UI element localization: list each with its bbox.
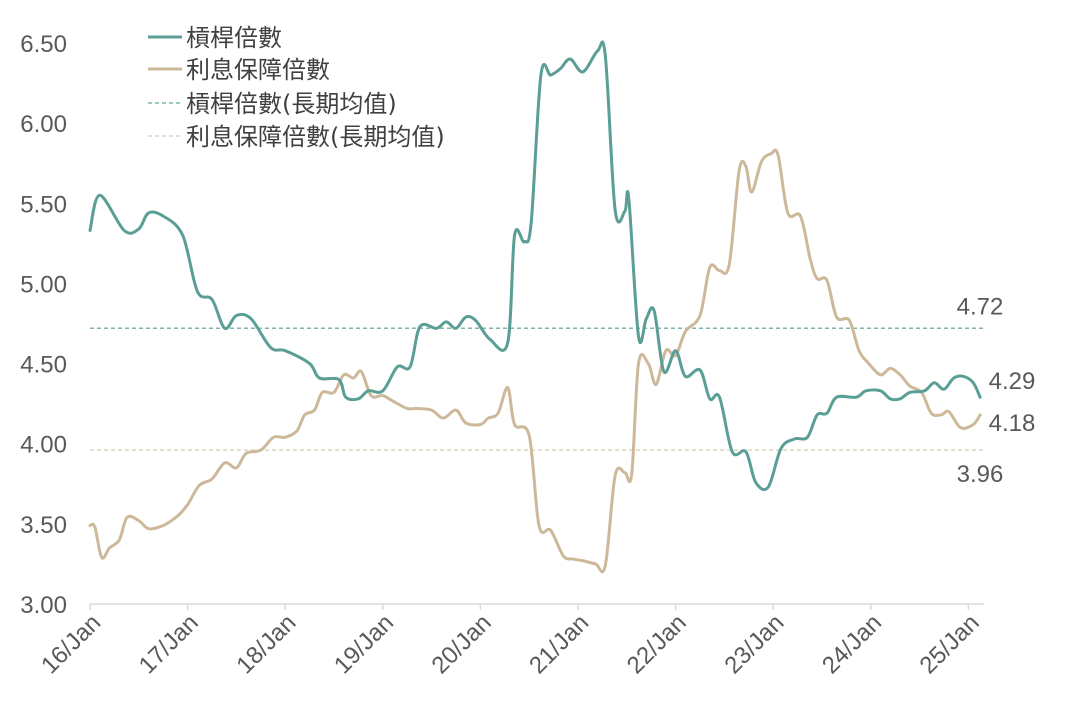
x-tick-label: 17/Jan [134,609,204,679]
legend-item-leverage-avg: 槓桿倍數(長期均值) [148,90,397,118]
x-tick-label: 22/Jan [622,609,692,679]
y-tick-label: 4.50 [20,352,67,379]
leverage-series-line [88,40,982,491]
interest-coverage-avg-value-label: 3.96 [957,461,1004,488]
x-axis: 16/Jan 17/Jan 18/Jan 19/Jan 20/Jan 21/Jan 22/J… [36,603,985,679]
value-labels: 4.72 3.96 4.18 4.29 [957,293,1036,488]
interest-coverage-series-line [88,148,982,574]
leverage-end-label: 4.29 [989,368,1036,395]
x-tick-label: 23/Jan [719,609,789,679]
x-tick-label: 16/Jan [36,609,106,679]
x-tick-label: 19/Jan [329,609,399,679]
legend-item-interest-coverage: 利息保障倍數 [148,56,330,84]
x-tick-label: 21/Jan [524,609,594,679]
legend-label: 利息保障倍數 [186,56,330,84]
legend-item-interest-coverage-avg: 利息保障倍數(長期均值) [148,123,445,151]
y-tick-label: 3.50 [20,512,67,539]
y-tick-label: 6.50 [20,31,67,58]
legend-label: 槓桿倍數 [186,24,282,52]
x-tick-label: 25/Jan [915,609,985,679]
y-tick-label: 4.00 [20,432,67,459]
y-tick-label: 5.50 [20,191,67,218]
x-tick-label: 24/Jan [817,609,887,679]
x-tick-label: 18/Jan [231,609,301,679]
average-lines [90,327,984,451]
leverage-avg-value-label: 4.72 [957,293,1004,320]
x-tick-label: 20/Jan [427,609,497,679]
y-tick-label: 3.00 [20,592,67,619]
legend-label: 槓桿倍數(長期均值) [186,90,397,118]
legend-label: 利息保障倍數(長期均值) [186,123,445,151]
series-lines [88,40,982,574]
legend-item-leverage: 槓桿倍數 [148,24,282,52]
y-tick-label: 5.00 [20,271,67,298]
interest-coverage-end-label: 4.18 [989,410,1036,437]
y-axis-ticks: 3.00 3.50 4.00 4.50 5.00 5.50 6.00 6.50 [20,31,67,619]
y-tick-label: 6.00 [20,111,67,138]
